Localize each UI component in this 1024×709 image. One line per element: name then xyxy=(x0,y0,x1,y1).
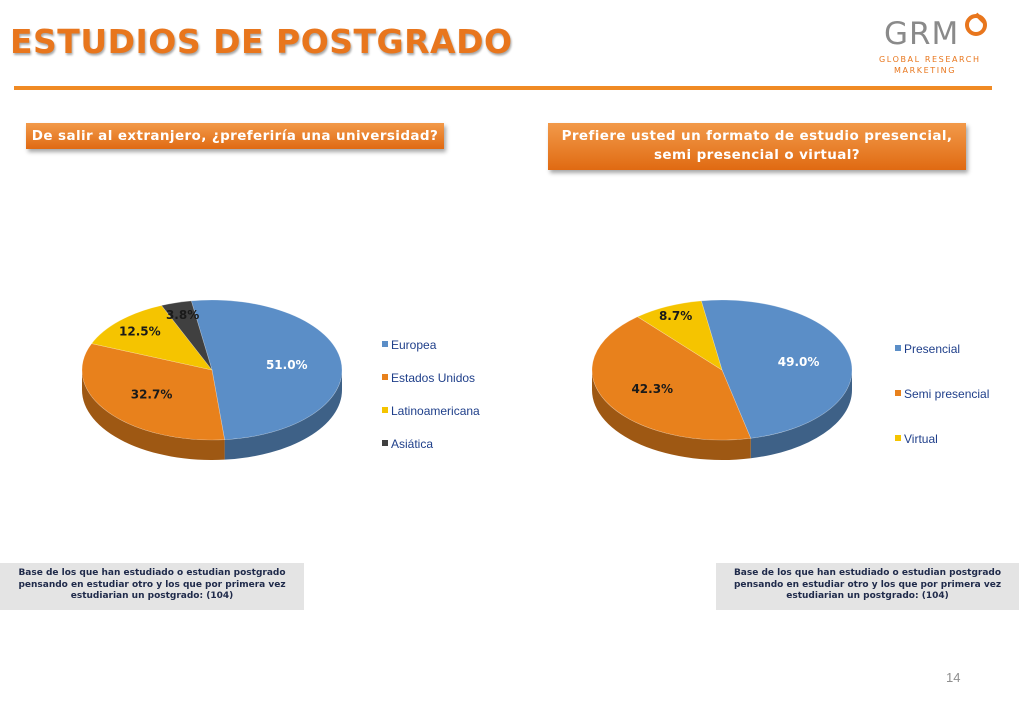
pie-side-0-0 xyxy=(750,370,852,459)
logo-brand: GRM xyxy=(884,16,960,52)
grm-logo: GRM GLOBAL RESEARCH MARKETING xyxy=(876,10,996,75)
question-2-box: Prefiere usted un formato de estudio pre… xyxy=(548,123,966,170)
legend-label-1: Semi presencial xyxy=(904,387,989,401)
legend-swatch-3 xyxy=(382,440,388,446)
base-note-right: Base de los que han estudiado o estudian… xyxy=(716,563,1019,610)
legend-swatch-2 xyxy=(895,435,901,441)
pie-slice-1 xyxy=(591,316,752,441)
data-label-1: 32.7% xyxy=(131,387,173,401)
data-label-1: 42.3% xyxy=(631,382,673,396)
data-label-3: 3.8% xyxy=(166,308,199,322)
logo-line1: GLOBAL RESEARCH xyxy=(879,55,981,64)
legend-swatch-2 xyxy=(382,407,388,413)
legend-label-1: Estados Unidos xyxy=(391,371,475,385)
legend-label-0: Europea xyxy=(391,338,437,352)
legend-label-2: Virtual xyxy=(904,432,938,446)
base-note-left: Base de los que han estudiado o estudian… xyxy=(0,563,304,610)
legend-label-0: Presencial xyxy=(904,342,960,356)
data-label-0: 51.0% xyxy=(266,358,308,372)
pie-slice-2 xyxy=(636,300,723,371)
question-2-line1: Prefiere usted un formato de estudio pre… xyxy=(561,128,953,144)
question-2-line2: semi presencial o virtual? xyxy=(653,147,861,163)
pie-side-1-0 xyxy=(592,370,751,460)
pie-slice-0 xyxy=(190,299,343,440)
legend-swatch-1 xyxy=(895,390,901,396)
legend-swatch-1 xyxy=(382,374,388,380)
legend-swatch-0 xyxy=(895,345,901,351)
gear-circle-icon xyxy=(965,12,987,36)
pie-chart-university: 51.0% 32.7% 12.5% 3.8% Europea Estados Unidos… xyxy=(81,299,480,460)
data-label-2: 8.7% xyxy=(659,309,692,323)
pie-side-0-0 xyxy=(224,370,342,460)
pie-chart-format: 49.0% 42.3% 8.7% Presencial Semi presencial V… xyxy=(591,299,989,460)
question-1-box: De salir al extranjero, ¿preferiría una … xyxy=(26,123,444,149)
title-divider xyxy=(14,86,992,90)
pie-slice-2 xyxy=(91,305,213,371)
legend-label-3: Asiática xyxy=(391,437,433,451)
legend-swatch-0 xyxy=(382,341,388,347)
pie-slice-1 xyxy=(81,343,225,441)
pie-slice-3 xyxy=(160,300,213,371)
legend-label-2: Latinoamericana xyxy=(391,404,480,418)
data-label-2: 12.5% xyxy=(119,325,161,339)
pie-side-1-0 xyxy=(82,370,225,460)
page-title: ESTUDIOS DE POSTGRADO xyxy=(10,22,513,61)
data-label-0: 49.0% xyxy=(778,355,820,369)
logo-line2: MARKETING xyxy=(894,66,957,75)
pie-slice-0 xyxy=(700,299,853,439)
page-number: 14 xyxy=(946,670,961,685)
